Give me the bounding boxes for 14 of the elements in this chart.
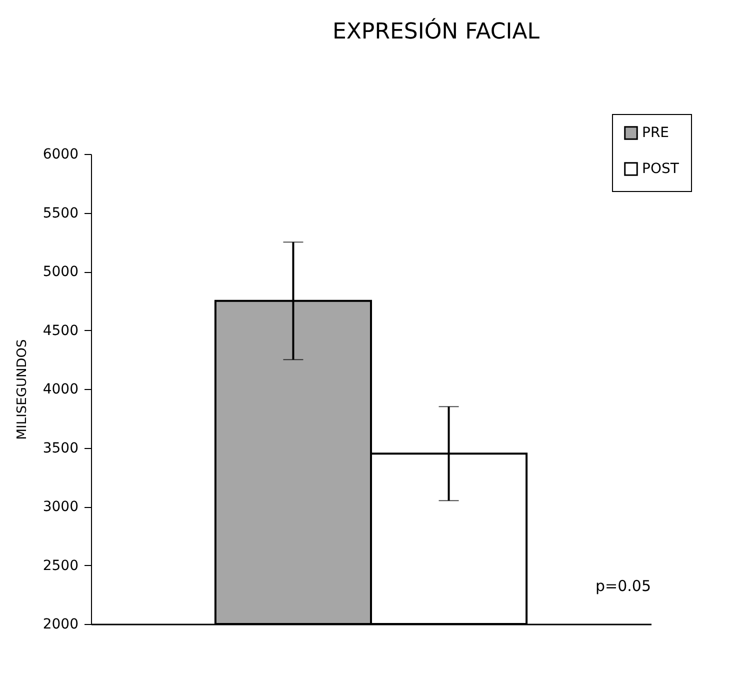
y-tick-label: 4000 — [42, 382, 78, 398]
y-tick-label: 3500 — [42, 440, 78, 456]
legend-label: POST — [642, 161, 680, 177]
y-tick-label: 5000 — [42, 264, 78, 280]
y-tick-label: 5500 — [42, 205, 78, 222]
y-tick-label: 4500 — [42, 322, 78, 339]
legend-label: PRE — [642, 125, 670, 141]
y-tick-label: 2500 — [42, 558, 78, 574]
y-tick-label: 6000 — [42, 146, 78, 162]
y-tick-label: 2000 — [42, 616, 78, 632]
y-tick-label: 3000 — [42, 499, 78, 515]
y-axis-title: MILISEGUNDOS — [14, 339, 30, 440]
chart-title: EXPRESIÓN FACIAL — [332, 18, 540, 44]
annotation: p=0.05 — [596, 577, 651, 595]
